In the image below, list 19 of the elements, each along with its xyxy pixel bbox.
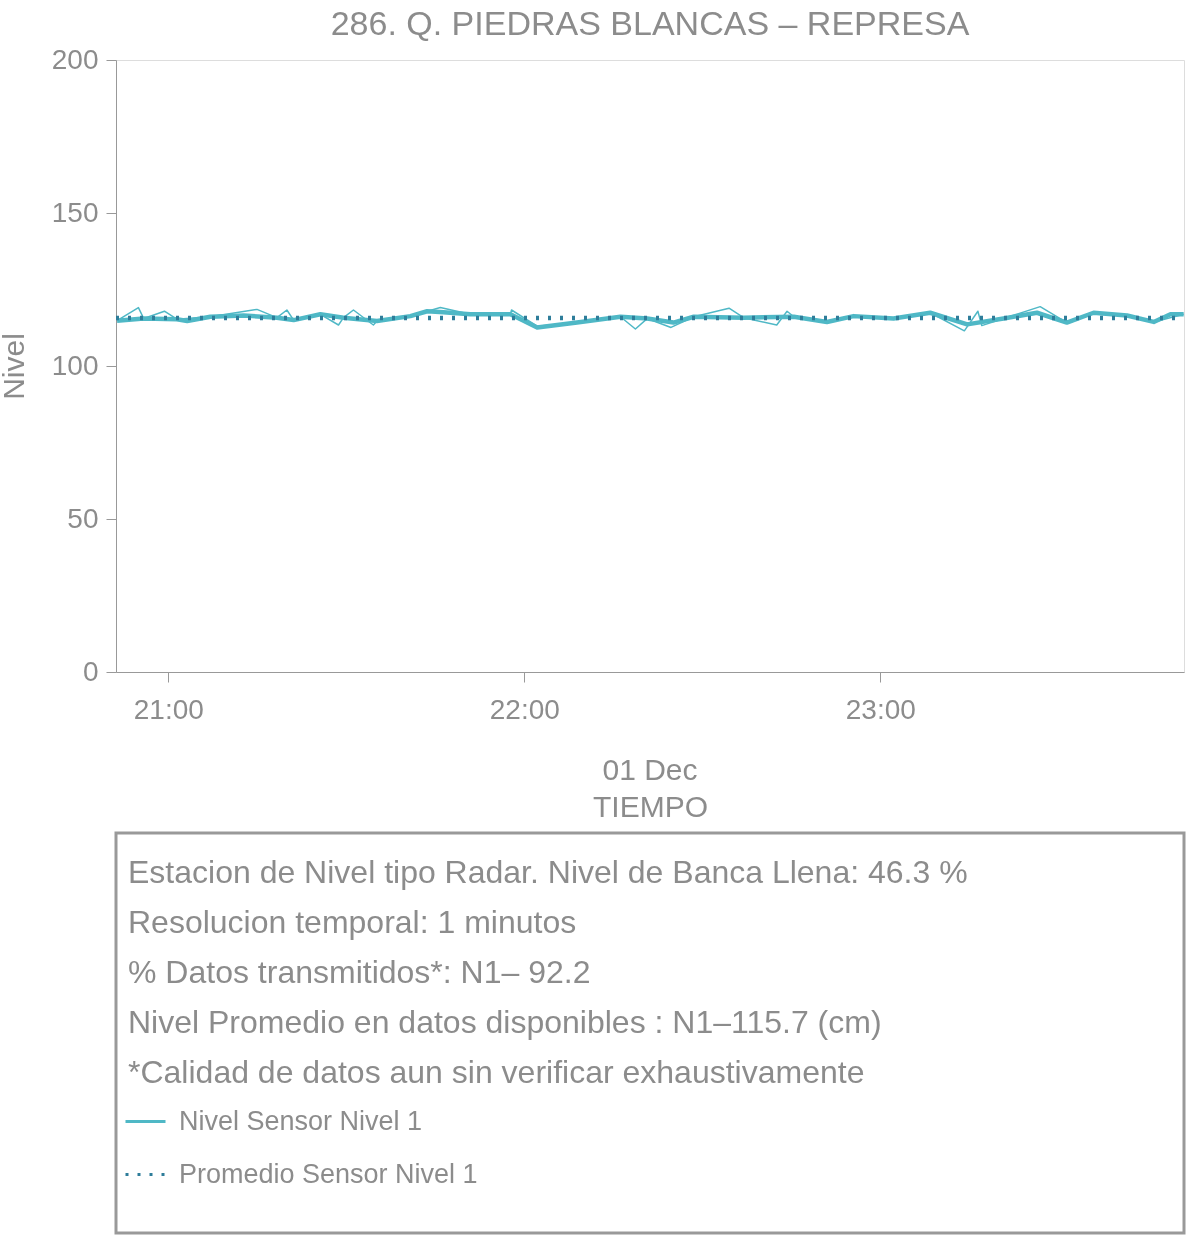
- text: Nivel Promedio en datos disponibles : N1–115.7 (cm): [128, 1004, 882, 1040]
- chart-title: 286. Q. PIEDRAS BLANCAS – REPRESA: [330, 4, 970, 42]
- y-tick-label: 0: [82, 655, 99, 687]
- x-axis-title: TIEMPO: [592, 789, 709, 823]
- y-tick-label: 150: [51, 196, 99, 228]
- y-tick-label: 100: [51, 349, 99, 381]
- text: *Calidad de datos aun sin verificar exhaustivamente: [128, 1054, 865, 1090]
- y-tick-label: 50: [67, 502, 99, 534]
- text: Resolucion temporal: 1 minutos: [128, 904, 577, 940]
- legend-label: Nivel Sensor Nivel 1: [179, 1105, 423, 1136]
- y-axis-title: Nivel: [0, 333, 30, 400]
- text: % Datos transmitidos*: N1– 92.2: [128, 954, 591, 990]
- x-tick-label: 21:00: [133, 693, 204, 725]
- x-tick-label: 23:00: [845, 693, 916, 725]
- text: Estacion de Nivel tipo Radar. Nivel de Banca Llena: 46.3 %: [128, 854, 968, 890]
- text: 01 Dec: [602, 753, 698, 786]
- x-tick-label: 22:00: [489, 693, 560, 725]
- y-tick-label: 200: [51, 43, 99, 75]
- legend-label: Promedio Sensor Nivel 1: [179, 1158, 478, 1189]
